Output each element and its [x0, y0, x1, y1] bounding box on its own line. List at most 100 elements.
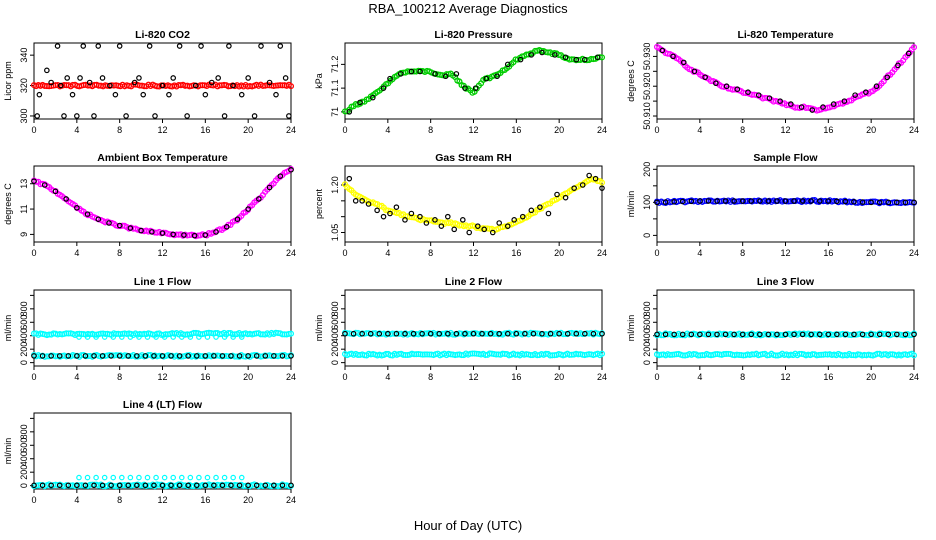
panel-6-series-2-point — [902, 199, 909, 206]
panel-6-series-2-point — [859, 199, 866, 205]
panel-7-series-3-point — [228, 353, 234, 359]
panel-7-series-3-point — [262, 353, 269, 359]
panel-1-series-2-point — [44, 67, 50, 74]
panel-1-series-2-point — [34, 113, 41, 119]
panel-1-series-2-point — [159, 82, 166, 89]
panel-2-ytick-label: 71.1 — [330, 79, 340, 97]
panel-3-xtick-label: 16 — [823, 125, 833, 135]
panel-6-series-2-point — [748, 198, 755, 204]
panel-9-series-2-point — [799, 331, 806, 338]
panel-6-xtick-label: 8 — [740, 248, 745, 258]
panel-7-series-3-point — [193, 353, 200, 359]
panel-10-series-2-point — [125, 482, 132, 489]
panel-8-series-2-point — [564, 330, 571, 337]
panel-4-series-2-point — [127, 225, 134, 231]
panel-2-series-2-point — [472, 85, 479, 91]
panel-6-series-2-point — [834, 198, 840, 205]
panel-8-xtick-label: 24 — [597, 372, 607, 382]
panel-9-series-2-point — [876, 331, 883, 338]
panel-1-series-2-point — [36, 91, 43, 98]
panel-1-series-2-point — [86, 79, 93, 86]
panel-4-series-2-point — [256, 196, 262, 202]
panel-3-series-2-point — [713, 80, 719, 87]
panel-4-series-2-point — [266, 184, 273, 191]
panel-5-series-2-point — [380, 213, 387, 220]
panel-9-series-2-point — [748, 331, 755, 338]
panel-4-series-2-point — [63, 196, 69, 202]
panel-10-xtick-label: 4 — [74, 495, 79, 505]
panel-4-series-2-point — [84, 211, 91, 217]
panel-5-series-2-point — [387, 210, 393, 217]
panel-10-series-2-point — [48, 482, 54, 489]
panel-10-series-3-point — [93, 474, 99, 481]
panel-10-xtick-label: 20 — [243, 495, 253, 505]
panel-4-series-2-point — [202, 232, 209, 238]
panel-10-series-3-point — [119, 474, 125, 481]
panel-8-series-2-point — [487, 330, 494, 337]
panel-4-series-1-point — [33, 178, 40, 185]
panel-6-ytick-label: 200 — [642, 162, 652, 177]
panel-5-series-2-point — [554, 191, 560, 198]
panel-2-ylabel: kPa — [314, 73, 324, 89]
panel-10-xtick-label: 8 — [117, 495, 122, 505]
panel-1-ylabel: Licor ppm — [3, 61, 13, 101]
panel-1-series-2-point — [140, 91, 147, 98]
panel-10-series-3-point — [196, 474, 202, 481]
panel-8-series-2-point — [350, 330, 357, 337]
panel-3-series-2-point — [734, 86, 741, 92]
panel-7-series-3-point — [202, 353, 209, 359]
panel-2-series-2-point — [552, 52, 558, 58]
panel-9-ytick-label: 200 — [642, 342, 652, 357]
panel-4-series-2-point — [170, 231, 177, 238]
panel-5-series-2-point — [599, 185, 605, 191]
panel-1-series-2-point — [116, 43, 123, 49]
panel-7-xtick-label: 24 — [286, 372, 296, 382]
panel-6-xtick-label: 16 — [823, 248, 833, 258]
panel-1-series-2-point — [64, 75, 70, 81]
panel-3-series-2-point — [863, 89, 869, 95]
panel-5-series-2-point — [528, 207, 535, 214]
panel-10-series-3-point — [136, 474, 142, 481]
panel-6-series-2-point — [894, 199, 900, 206]
panel-10-series-2-point — [65, 482, 72, 489]
panel-9-series-3-point — [910, 352, 918, 359]
panel-2-series-2-point — [494, 73, 500, 80]
panel-10-series-2-point — [91, 482, 97, 489]
panel-4-series-2-point — [245, 206, 251, 212]
panel-8-series-2-point — [462, 330, 468, 337]
panel-7-series-3-point — [31, 353, 37, 359]
panel-10-series-3-point — [213, 474, 219, 481]
panel-2-series-2-point — [432, 71, 438, 77]
panel-5-series-2-point — [545, 210, 552, 217]
panel-5-xtick-label: 16 — [511, 248, 521, 258]
panel-7-series-3-point — [99, 353, 106, 359]
panel-3-series-2-point — [777, 98, 783, 104]
panel-10-series-3-point — [170, 474, 177, 481]
panel-2-series-2-point — [504, 61, 511, 68]
panel-1-series-2-point — [112, 91, 119, 98]
panel-8-series-2-point — [410, 330, 417, 337]
panel-7-ytick-label: 400 — [19, 328, 29, 343]
panel-3-series-2-point — [895, 62, 901, 69]
panel-3-xtick-label: 0 — [654, 125, 659, 135]
panel-5-xtick-label: 20 — [554, 248, 564, 258]
panel-7-xtick-label: 4 — [74, 372, 79, 382]
panel-8-xtick-label: 12 — [468, 372, 478, 382]
panel-9-series-2-point — [705, 331, 712, 338]
panel-8-ytick-label: 400 — [330, 328, 340, 343]
panel-5-series-2-point — [586, 172, 592, 179]
panel-1-series-2-point — [238, 91, 245, 98]
panel-1-series-1-point — [287, 83, 295, 90]
panel-5-series-2-point — [359, 198, 365, 204]
panel-10-series-3-point — [187, 474, 194, 481]
panel-9-xtick-label: 0 — [654, 372, 659, 382]
panel-10-series-2-point — [193, 482, 200, 489]
panel-6-series-2-point — [825, 198, 832, 204]
panel-6-series-2-point — [705, 198, 712, 204]
panel-2-series-2-point — [387, 75, 393, 82]
panel-8-series-2-point — [504, 330, 511, 337]
panel-7-title: Line 1 Flow — [134, 276, 192, 288]
panel-1-xtick-label: 12 — [157, 125, 167, 135]
panel-7-series-4-point — [110, 334, 117, 340]
panel-9-xtick-label: 16 — [823, 372, 833, 382]
